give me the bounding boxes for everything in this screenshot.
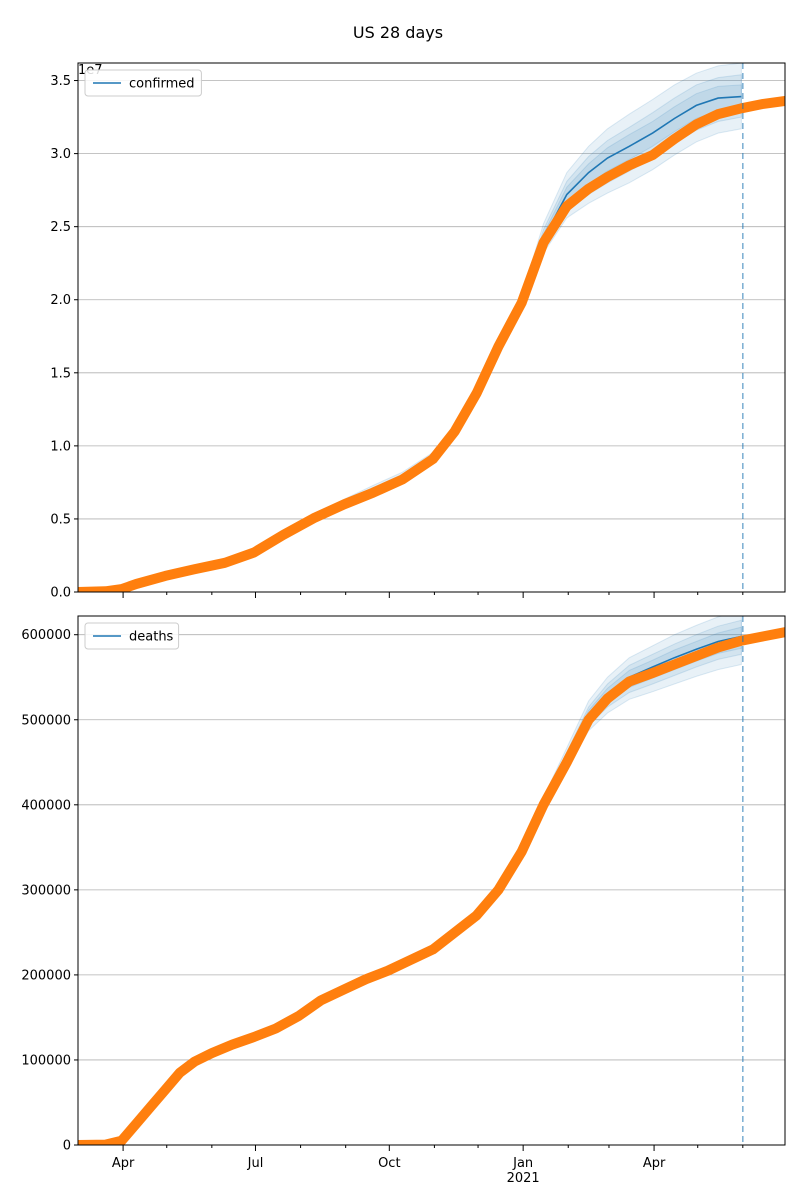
- legend-box: [84, 622, 180, 650]
- confidence-band: [78, 626, 742, 1145]
- y-tick-label: 500000: [21, 713, 71, 728]
- y-tick-label: 2.5: [50, 220, 71, 235]
- y-tick-label: 400000: [21, 798, 71, 813]
- axes-frame: [77, 615, 786, 1146]
- confidence-band: [78, 619, 742, 1145]
- y-tick-label: 1.0: [50, 439, 71, 454]
- y-tick-label: 0.5: [50, 512, 71, 527]
- x-tick-label: Oct: [378, 1156, 400, 1171]
- y-tick-label: 0: [63, 1139, 71, 1154]
- x-tick-sublabel: 2021: [507, 1171, 540, 1186]
- observed-line: [78, 96, 785, 592]
- legend-label: deaths: [129, 630, 174, 645]
- observed-line: [78, 627, 785, 1145]
- y-tick-label: 600000: [21, 628, 71, 643]
- plot-area: [78, 616, 785, 1145]
- confidence-band: [78, 63, 742, 592]
- legend-label: confirmed: [129, 77, 195, 92]
- legend: deaths: [84, 622, 180, 650]
- plot-area: [78, 63, 785, 592]
- legend-box: [84, 69, 202, 97]
- y-tick-label: 2.0: [50, 293, 71, 308]
- y-tick-label: 1.5: [50, 366, 71, 381]
- y-tick-label: 0.0: [50, 586, 71, 601]
- x-tick-label: Jan: [512, 1156, 533, 1171]
- confidence-band: [78, 616, 742, 1145]
- legend: confirmed: [84, 69, 202, 97]
- deaths-panel: 0 100000 200000 300000 400000 500000 600000 dea…: [21, 615, 786, 1154]
- y-tick-label: 200000: [21, 968, 71, 983]
- y-tick-label: 3.0: [50, 147, 71, 162]
- chart-title: US 28 days: [353, 23, 443, 42]
- x-tick-label: Jul: [247, 1156, 264, 1171]
- y-tick-label: 100000: [21, 1053, 71, 1068]
- x-tick-label: Apr: [643, 1156, 666, 1171]
- y-tick-label: 3.5: [50, 74, 71, 89]
- y-tick-label: 300000: [21, 883, 71, 898]
- x-tick-label: Apr: [112, 1156, 135, 1171]
- axes-frame: [77, 62, 786, 593]
